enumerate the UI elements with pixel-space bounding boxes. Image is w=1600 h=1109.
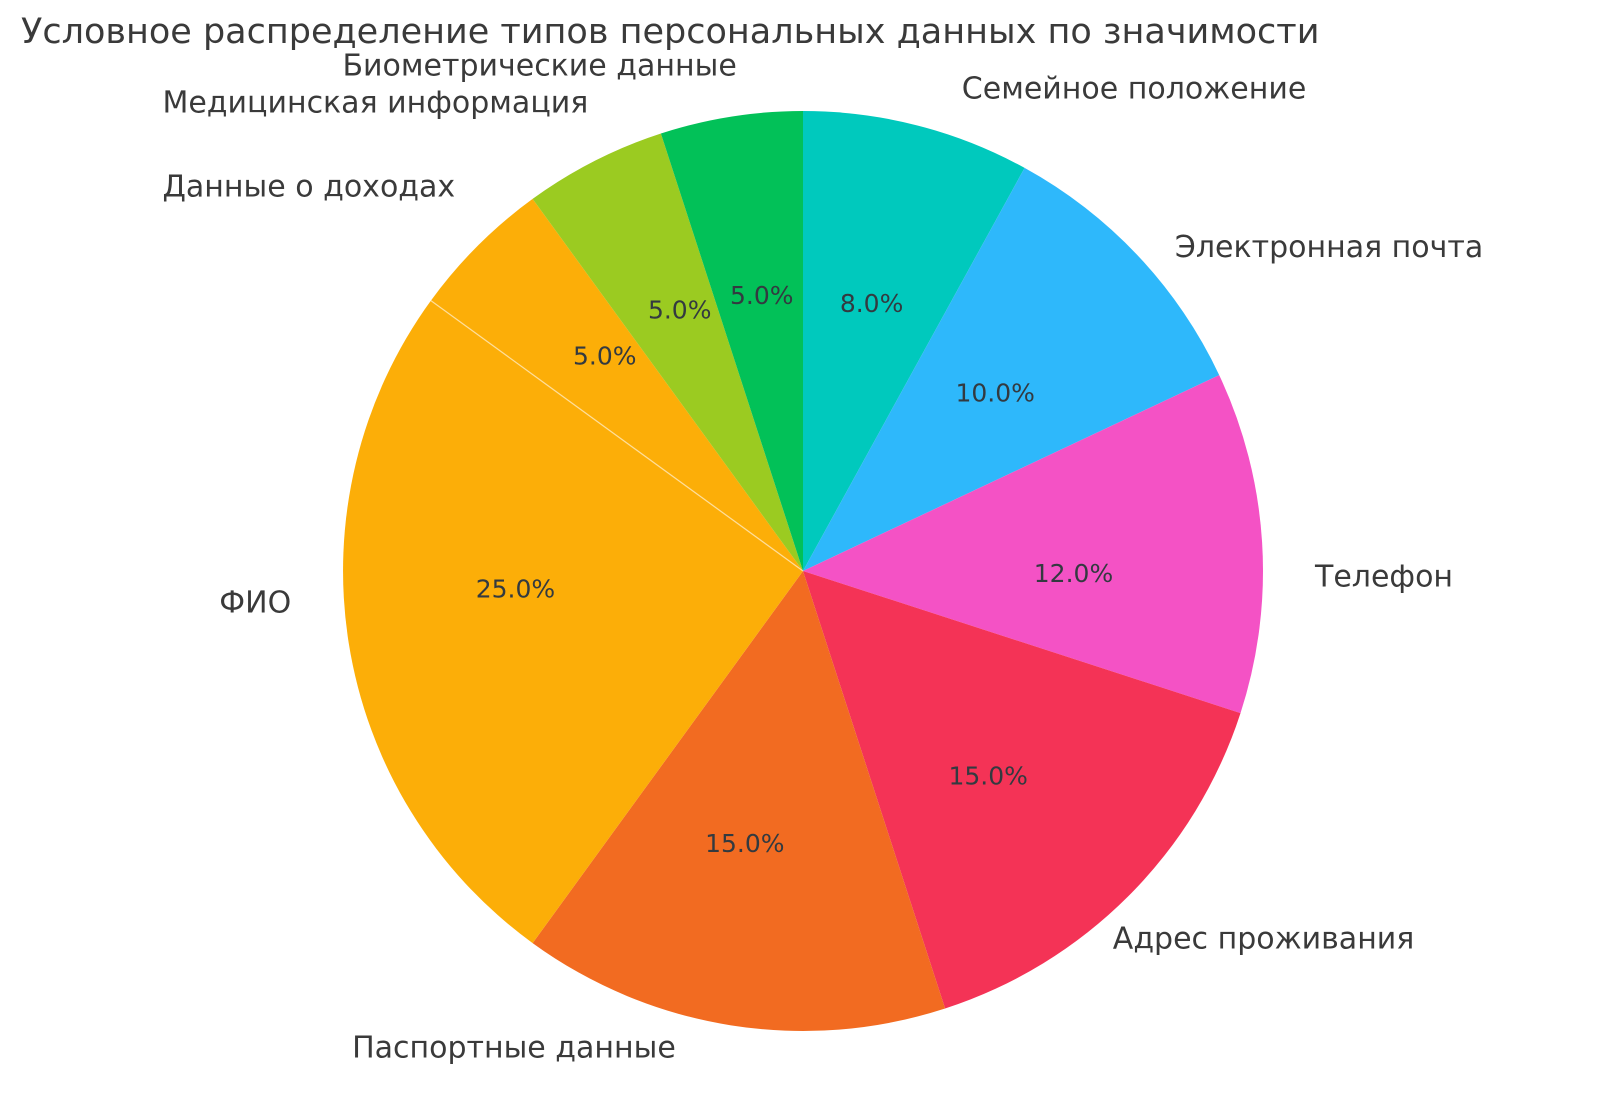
pct-label-8: 5.0% [730, 281, 794, 310]
pie-slice-0 [803, 111, 1025, 571]
pie-slice-1 [803, 167, 1220, 571]
pie-slice-2 [803, 375, 1263, 714]
slice-label-6: Данные о доходах [162, 170, 455, 205]
slice-label-2: Телефон [1314, 560, 1453, 595]
pct-label-6: 5.0% [573, 341, 637, 370]
pct-label-4: 15.0% [705, 829, 784, 858]
slice-label-4: Паспортные данные [352, 1030, 676, 1065]
slice-label-1: Электронная почта [1175, 230, 1483, 265]
slice-label-7: Медицинская информация [162, 86, 588, 121]
pct-label-5: 25.0% [476, 575, 555, 604]
pct-label-0: 8.0% [840, 289, 904, 318]
slice-label-0: Семейное положение [962, 71, 1307, 106]
slice-label-8: Биометрические данные [342, 49, 736, 84]
chart-title: Условное распределение типов персональны… [21, 12, 1320, 52]
pie-slice-4 [532, 571, 946, 1031]
pie-slice-7 [532, 133, 803, 571]
pie-slice-6 [430, 198, 803, 571]
pct-label-3: 15.0% [948, 762, 1027, 791]
pie-slice-8 [660, 111, 803, 571]
pct-label-1: 10.0% [955, 379, 1034, 408]
pie-slice-5 [343, 300, 803, 944]
pct-label-7: 5.0% [648, 296, 712, 325]
pct-label-2: 12.0% [1034, 559, 1113, 588]
pie-slice-3 [803, 571, 1241, 1009]
slice-label-3: Адрес проживания [1113, 921, 1415, 956]
slice-label-5: ФИО [219, 586, 291, 621]
same-color-slice-divider [430, 300, 804, 572]
